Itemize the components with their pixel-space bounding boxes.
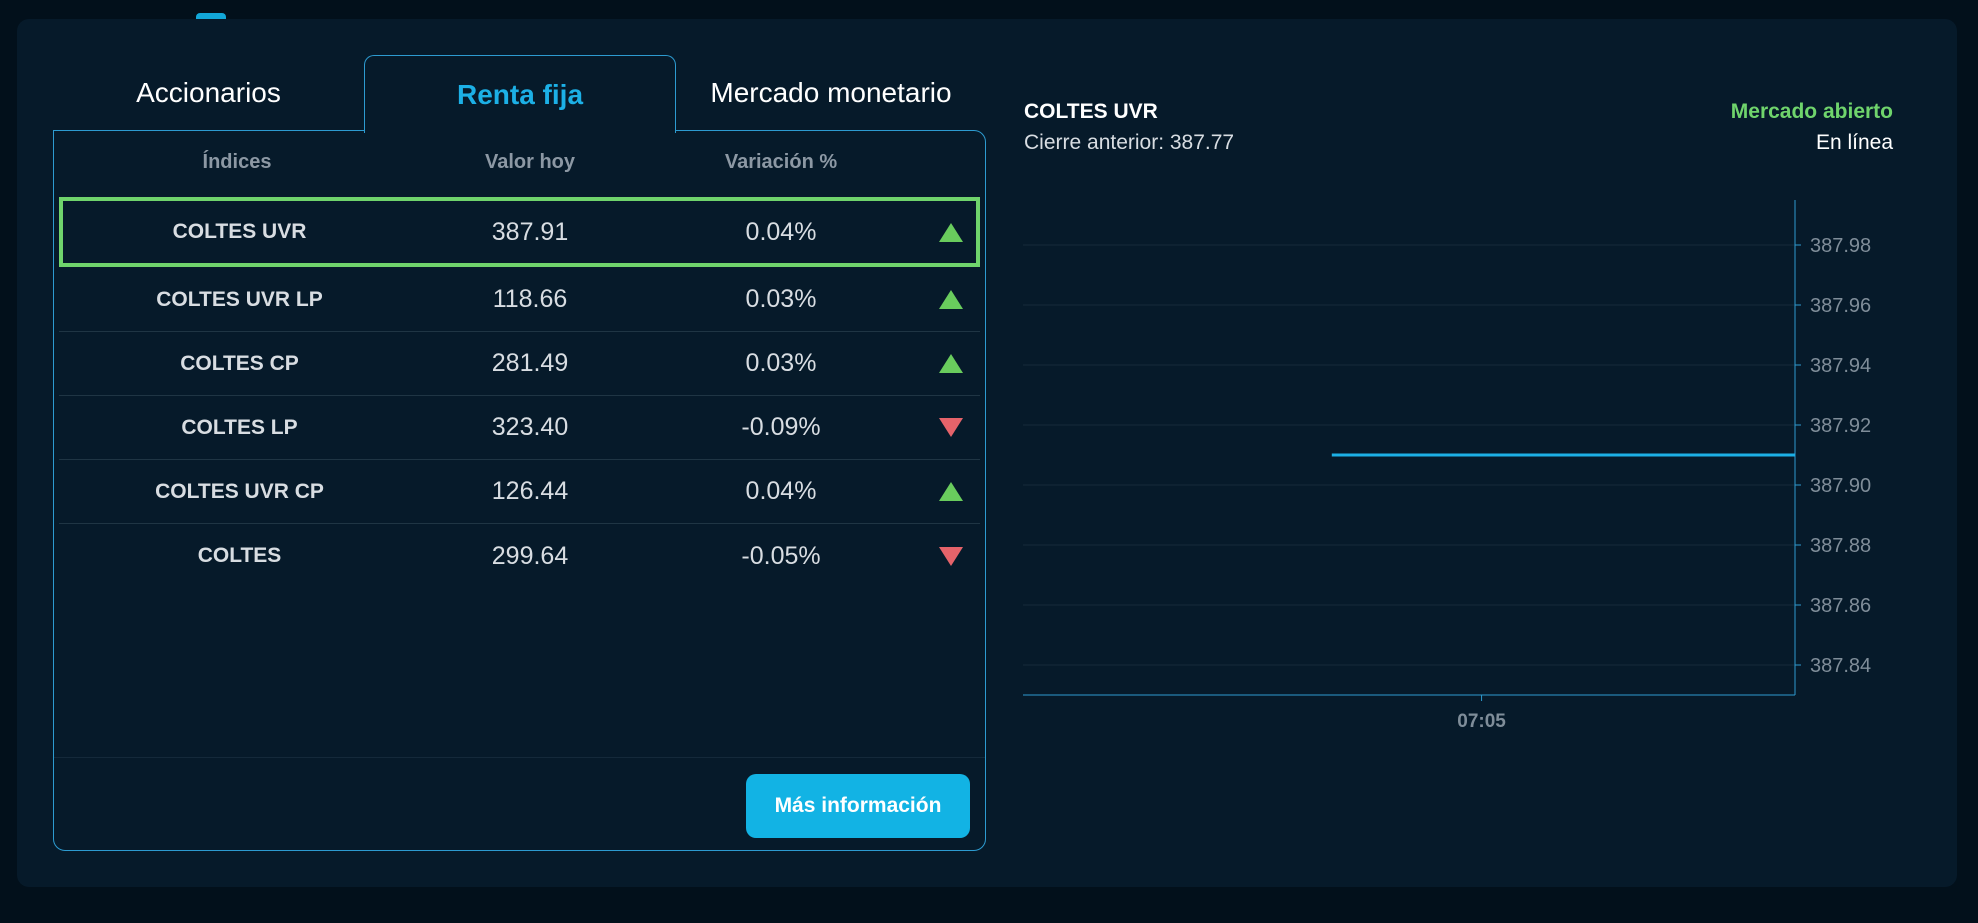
- market-status: Mercado abierto: [1730, 100, 1893, 123]
- row-index-name: COLTES CP: [180, 351, 299, 375]
- table-header: Índices Valor hoy Variación %: [54, 131, 985, 195]
- more-info-button[interactable]: Más información: [746, 774, 970, 838]
- x-tick-label: 07:05: [1457, 711, 1506, 732]
- column-header-indices: Índices: [202, 151, 272, 173]
- panel-divider: [54, 757, 985, 758]
- tab-accionarios[interactable]: Accionarios: [136, 77, 281, 108]
- table-row[interactable]: COLTES CP 281.49 0.03%: [59, 332, 980, 396]
- tab-renta-fija[interactable]: Renta fija: [364, 55, 676, 133]
- row-value: 387.91: [491, 217, 569, 246]
- row-variation: -0.05%: [741, 541, 821, 570]
- y-tick-label: 387.96: [1810, 295, 1871, 317]
- row-index-name: COLTES UVR LP: [156, 287, 323, 311]
- market-tabs: Accionarios Renta fija Mercado monetario: [53, 55, 986, 133]
- y-tick-label: 387.86: [1810, 595, 1871, 617]
- tab-mercado-monetario[interactable]: Mercado monetario: [710, 77, 952, 108]
- row-index-name: COLTES UVR CP: [155, 479, 324, 503]
- top-tab-indicator: [196, 13, 226, 21]
- row-value: 118.66: [492, 285, 568, 313]
- row-value: 126.44: [491, 477, 569, 505]
- price-chart: 387.84 387.86 387.88 387.90 387.92 387.94 387.…: [1023, 200, 1871, 732]
- y-tick-label: 387.84: [1810, 655, 1871, 677]
- y-tick-label: 387.88: [1810, 535, 1871, 557]
- arrow-up-icon: [939, 222, 963, 242]
- row-value: 323.40: [491, 413, 569, 441]
- market-mode: En línea: [1815, 131, 1893, 154]
- row-value: 281.49: [491, 349, 569, 377]
- row-variation: 0.03%: [745, 285, 817, 313]
- row-variation: 0.04%: [745, 477, 817, 505]
- indices-table-panel: Índices Valor hoy Variación % COLTES UVR…: [53, 130, 986, 851]
- y-tick-label: 387.98: [1810, 235, 1871, 257]
- arrow-up-icon: [939, 290, 963, 309]
- arrow-up-icon: [939, 482, 963, 501]
- arrow-down-icon: [939, 546, 963, 566]
- row-index-name: COLTES UVR: [172, 220, 307, 243]
- table-row[interactable]: COLTES LP 323.40 -0.09%: [59, 396, 980, 460]
- row-value: 299.64: [491, 541, 569, 570]
- y-tick-label: 387.92: [1810, 415, 1871, 437]
- row-variation: -0.09%: [741, 413, 821, 441]
- y-tick-label: 387.90: [1810, 475, 1871, 497]
- row-variation: 0.03%: [745, 349, 817, 377]
- column-header-valor-hoy: Valor hoy: [484, 151, 576, 173]
- table-row[interactable]: COLTES UVR CP 126.44 0.04%: [59, 460, 980, 524]
- y-tick-label: 387.94: [1810, 355, 1871, 377]
- table-row[interactable]: COLTES UVR LP 118.66 0.03%: [59, 268, 980, 332]
- row-variation: 0.04%: [745, 217, 817, 246]
- row-index-name: COLTES LP: [181, 415, 298, 439]
- arrow-up-icon: [939, 354, 963, 373]
- market-card: [17, 19, 1957, 887]
- table-row[interactable]: COLTES UVR 387.91 0.04%: [59, 197, 980, 267]
- chart-title: COLTES UVR: [1024, 100, 1158, 123]
- row-index-name: COLTES: [197, 544, 282, 567]
- previous-close: Cierre anterior: 387.77: [1024, 131, 1235, 154]
- table-row[interactable]: COLTES 299.64 -0.05%: [59, 524, 980, 588]
- column-header-variacion: Variación %: [724, 151, 838, 173]
- arrow-down-icon: [939, 418, 963, 437]
